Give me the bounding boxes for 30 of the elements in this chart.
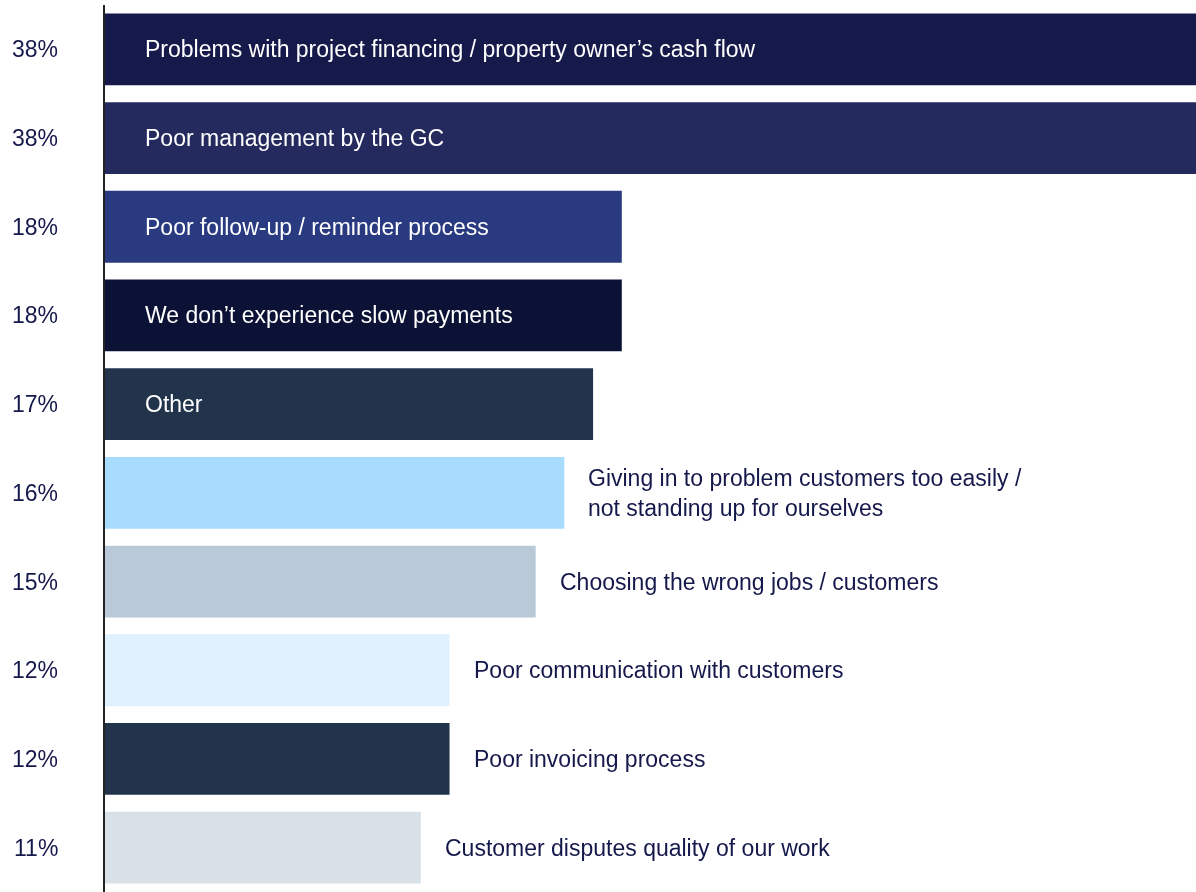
bar [105,811,421,884]
y-tick-label: Poor follow-up / reminder process [145,214,489,240]
y-tick-label: Customer disputes quality of our work [445,835,831,861]
data-label: 18% [12,302,59,328]
y-tick-label: Other [145,391,203,417]
y-tick-label: Poor management by the GC [145,125,445,151]
y-tick-label: Poor communication with customers [474,657,844,683]
data-label: 17% [12,391,59,417]
data-label: 38% [12,125,59,151]
bar [105,634,450,707]
y-tick-label: Problems with project financing / property owner’s cash flow [145,36,756,62]
bar [105,723,450,795]
data-label: 12% [12,746,59,772]
y-tick-label: We don’t experience slow payments [145,302,513,328]
data-label: 15% [12,569,59,595]
bar [105,545,536,618]
bar [105,13,1196,86]
bar [105,279,622,352]
bar [105,456,565,529]
data-label: 18% [12,214,59,240]
y-tick-label: Giving in to problem customers too easily / not standing up for ourselves [588,465,1022,521]
bar [105,102,1196,174]
data-label: 38% [12,36,59,62]
data-label: 11% [14,835,59,861]
bar [105,368,594,441]
y-tick-label: Poor invoicing process [474,746,706,772]
data-label: 12% [12,657,59,683]
bar [105,190,622,263]
data-label: 16% [12,480,59,506]
y-tick-label: Choosing the wrong jobs / customers [560,569,939,595]
